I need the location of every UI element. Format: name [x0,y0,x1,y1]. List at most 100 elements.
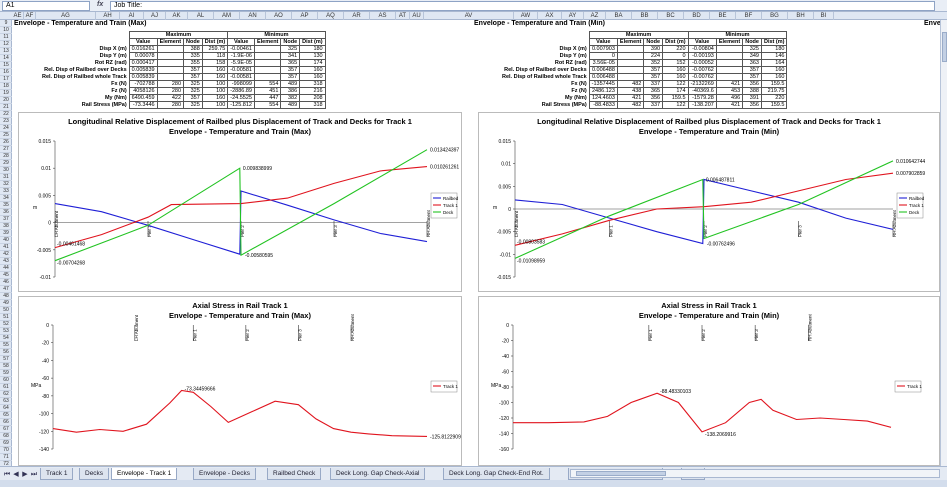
row-header[interactable]: 47 [0,286,12,293]
prev-sheet-icon[interactable]: ◀ [13,471,19,478]
table-cell[interactable]: 100 [201,80,229,88]
column-header[interactable]: AN [240,12,266,20]
table-cell[interactable]: 388 [183,45,203,53]
row-header[interactable]: 10 [0,27,12,34]
column-header[interactable]: BB [632,12,658,20]
column-header[interactable]: AS [370,12,396,20]
table-cell[interactable]: 489 [280,101,301,109]
column-header[interactable]: BC [658,12,684,20]
row-header[interactable]: 59 [0,370,12,377]
table-cell[interactable]: 356 [643,94,664,102]
table-cell[interactable]: -40369.6 [687,87,717,95]
table-cell[interactable]: 0 [662,52,689,60]
table-cell[interactable]: 337 [643,80,664,88]
table-cell[interactable]: 356 [742,80,762,88]
row-header[interactable]: 57 [0,356,12,363]
table-cell[interactable]: 122 [662,80,689,88]
table-cell[interactable]: 219.75 [760,87,788,95]
table-cell[interactable]: 318 [299,101,326,109]
table-cell[interactable]: 349 [742,52,762,60]
table-cell[interactable]: -0.00804 [687,45,717,53]
table-cell[interactable]: 318 [299,80,326,88]
table-cell[interactable]: 357 [643,66,664,74]
table-cell[interactable]: 365 [280,59,301,67]
table-cell[interactable]: 122 [662,101,689,109]
row-label[interactable]: My (Nm) [104,95,127,101]
table-cell[interactable]: -0.00762 [687,73,717,81]
table-cell[interactable] [253,45,282,53]
row-header[interactable]: 18 [0,83,12,90]
row-header[interactable]: 54 [0,335,12,342]
column-header[interactable]: AJ [144,12,166,20]
table-cell[interactable] [616,59,645,67]
table-cell[interactable]: 280 [156,87,185,95]
column-header[interactable]: AQ [318,12,344,20]
table-cell[interactable]: 421 [715,101,744,109]
table-cell[interactable]: -125.812 [227,101,255,109]
table-cell[interactable]: 391 [742,94,762,102]
table-cell[interactable] [156,59,185,67]
table-cell[interactable]: 160 [201,66,229,74]
row-label[interactable]: Rot RZ (rad) [94,60,127,66]
table-cell[interactable]: 325 [183,101,203,109]
column-header[interactable]: AO [266,12,292,20]
row-label[interactable]: Rel. Disp of Railbed whole Track [42,74,127,80]
vertical-scrollbar[interactable] [940,20,947,466]
column-header[interactable]: AH [96,12,120,20]
table-cell[interactable]: 482 [616,101,645,109]
table-cell[interactable]: 325 [742,45,762,53]
table-cell[interactable]: 159.5 [662,94,689,102]
row-label[interactable]: Disp X (m) [99,46,127,52]
row-header[interactable]: 66 [0,419,12,426]
table-cell[interactable]: -0.00052 [687,59,717,67]
table-cell[interactable]: 447 [253,94,282,102]
table-cell[interactable]: 0.006488 [588,66,618,74]
row-header[interactable]: 17 [0,76,12,83]
column-header[interactable]: AU [410,12,424,20]
sheet-tab[interactable]: Decks [79,468,110,480]
row-label[interactable]: Fz (N) [571,88,587,94]
table-cell[interactable]: 152 [662,59,689,67]
row-header[interactable]: 58 [0,363,12,370]
table-cell[interactable] [715,73,744,81]
column-header[interactable]: BI [814,12,834,20]
column-header[interactable]: AR [344,12,370,20]
row-label[interactable]: Disp Y (m) [99,53,127,59]
column-header[interactable]: AZ [584,12,606,20]
table-cell[interactable]: 4058126 [128,87,158,95]
table-cell[interactable]: -1.9E-06 [227,52,255,60]
row-header[interactable]: 49 [0,300,12,307]
table-cell[interactable]: -1579.28 [687,94,717,102]
row-header[interactable]: 65 [0,412,12,419]
table-cell[interactable]: 357 [280,73,301,81]
table-cell[interactable]: 0.000417 [128,59,158,67]
table-cell[interactable]: 160 [662,66,689,74]
right-displacement-chart[interactable]: Longitudinal Relative Displacement of Ra… [478,112,940,292]
table-cell[interactable]: -0.00581 [227,73,255,81]
row-header[interactable]: 67 [0,426,12,433]
table-cell[interactable]: 341 [280,52,301,60]
row-label[interactable]: Fx (N) [571,81,587,87]
row-label[interactable]: Rel. Disp of Railbed over Decks [44,67,127,73]
row-label[interactable]: My (Nm) [564,95,587,101]
row-header[interactable]: 35 [0,202,12,209]
table-cell[interactable]: 421 [616,94,645,102]
row-header[interactable]: 53 [0,328,12,335]
table-cell[interactable]: 124.4603 [588,94,618,102]
row-label[interactable]: Disp Y (m) [559,53,587,59]
row-header[interactable]: 19 [0,90,12,97]
sheet-tab[interactable]: Railbed Check [267,468,322,480]
table-cell[interactable]: 554 [253,101,282,109]
table-cell[interactable] [156,52,185,60]
row-label[interactable]: Rail Stress (MPa) [541,102,587,108]
column-header[interactable]: AG [36,12,96,20]
first-sheet-icon[interactable]: ⏮ [3,471,11,478]
scroll-thumb[interactable] [942,32,947,62]
table-cell[interactable]: 357 [183,94,203,102]
table-cell[interactable]: 386 [280,87,301,95]
sheet-tab[interactable]: Envelope - Track 1 [111,468,178,480]
table-cell[interactable] [253,52,282,60]
table-cell[interactable]: 160 [299,73,326,81]
next-sheet-icon[interactable]: ▶ [22,471,28,478]
row-label[interactable]: Rot RZ (rad) [554,60,587,66]
